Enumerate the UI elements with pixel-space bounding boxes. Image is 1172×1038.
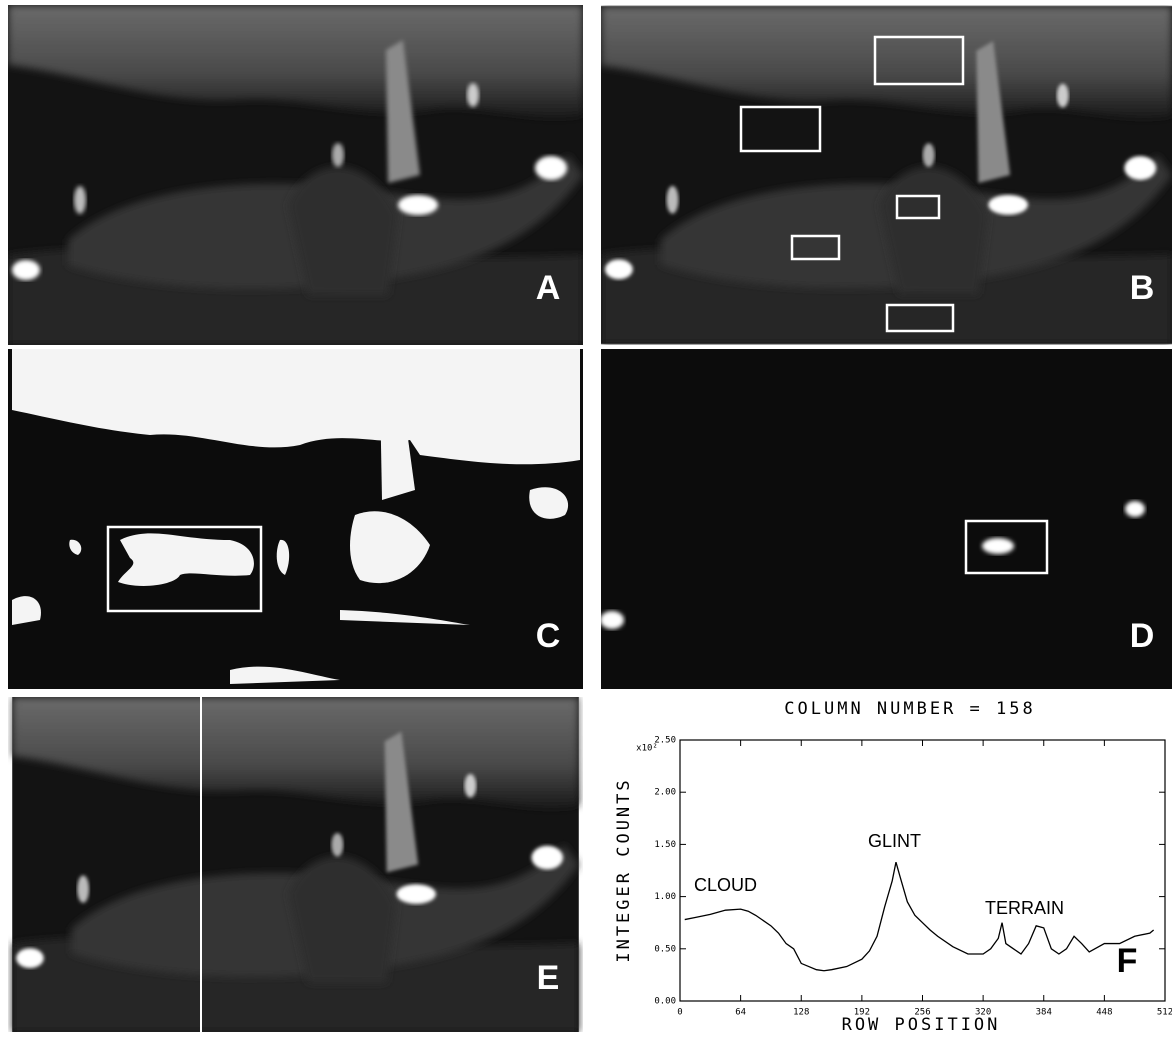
x-axis-label: ROW POSITION bbox=[842, 1015, 1001, 1035]
x-tick-label: 128 bbox=[793, 1008, 809, 1018]
panel-a: A bbox=[8, 5, 583, 345]
y-tick-label: 1.00 bbox=[654, 892, 676, 902]
y-axis-label: INTEGER COUNTS bbox=[614, 777, 634, 962]
y-tick-label: 1.50 bbox=[654, 840, 676, 850]
chart-f: COLUMN NUMBER = 158 ROW POSITION INTEGER… bbox=[614, 699, 1172, 1035]
x-tick-label: 192 bbox=[854, 1008, 870, 1018]
x-tick-label: 512 bbox=[1157, 1008, 1172, 1018]
x-tick-label: 256 bbox=[914, 1008, 930, 1018]
panel-b: B bbox=[601, 6, 1172, 344]
panel-c: C bbox=[8, 349, 583, 689]
annotation: TERRAIN bbox=[985, 898, 1064, 918]
chart-title: COLUMN NUMBER = 158 bbox=[784, 699, 1035, 719]
panel-label: B bbox=[1130, 269, 1155, 307]
y-tick-label: 2.50 bbox=[654, 736, 676, 746]
x-tick-label: 448 bbox=[1096, 1008, 1112, 1018]
panel-d: D bbox=[600, 349, 1172, 689]
panel-label: E bbox=[537, 959, 560, 997]
annotation: GLINT bbox=[868, 831, 921, 851]
x-tick-label: 384 bbox=[1036, 1008, 1052, 1018]
figure: A B C D E COLUMN NUMBER = 158 ROW POSITI… bbox=[0, 0, 1172, 1038]
x-tick-label: 0 bbox=[677, 1008, 682, 1018]
y-tick-label: 0.00 bbox=[654, 997, 676, 1007]
panel-label: A bbox=[536, 269, 561, 307]
plot-frame bbox=[680, 740, 1165, 1001]
y-tick-label: 0.50 bbox=[654, 944, 676, 954]
annotation: CLOUD bbox=[694, 875, 757, 895]
x-tick-label: 64 bbox=[735, 1008, 746, 1018]
panel-e: E bbox=[12, 697, 579, 1032]
y-tick-label: 2.00 bbox=[654, 788, 676, 798]
x-tick-label: 320 bbox=[975, 1008, 991, 1018]
panel-label: F bbox=[1117, 942, 1138, 980]
panel-label: D bbox=[1130, 617, 1155, 655]
panel-label: C bbox=[536, 617, 561, 655]
